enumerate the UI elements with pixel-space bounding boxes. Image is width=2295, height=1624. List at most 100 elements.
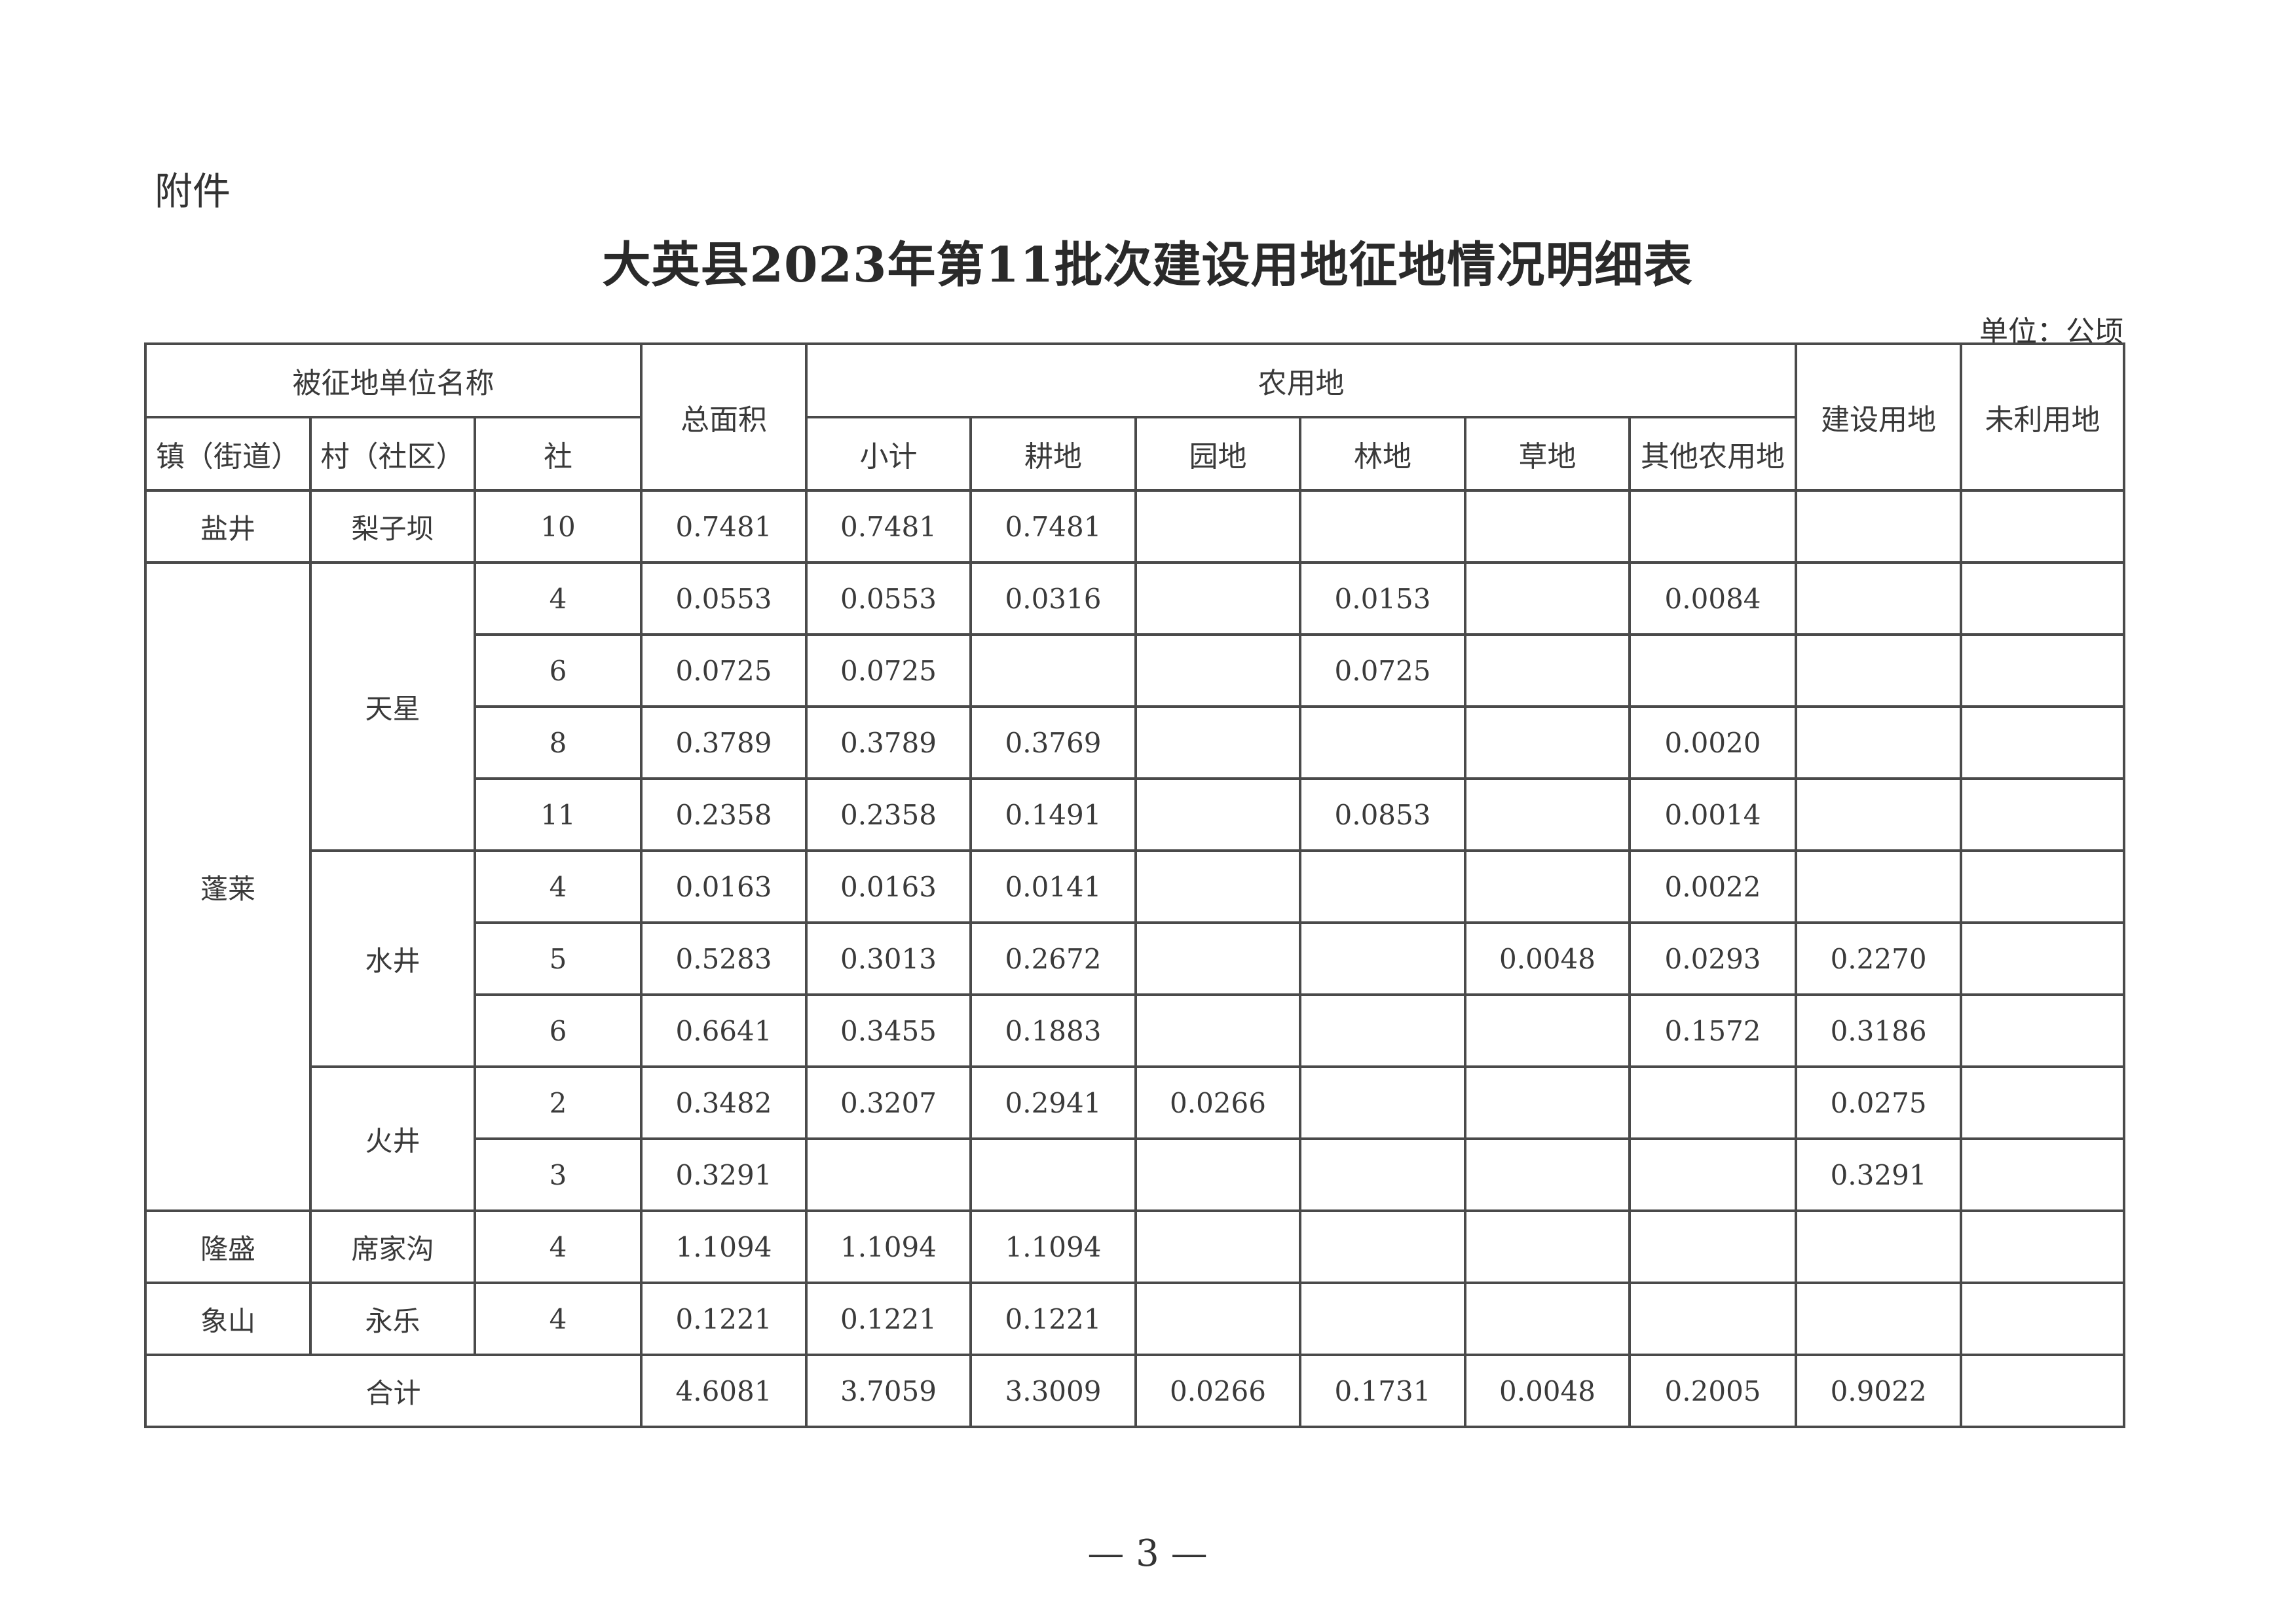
group-cell: 3 — [474, 1137, 643, 1212]
forest-cell — [1299, 1065, 1466, 1140]
subtotal-cell: 0.3789 — [805, 705, 972, 780]
construction-cell — [1795, 777, 1963, 852]
forest-cell: 0.0153 — [1299, 561, 1466, 636]
totals-label: 合计 — [144, 1354, 643, 1428]
garden-cell — [1134, 849, 1301, 924]
subtotal-cell: 0.7481 — [805, 489, 972, 564]
unused-cell — [1960, 993, 2126, 1068]
grass-cell — [1464, 1065, 1631, 1140]
garden-cell — [1134, 777, 1301, 852]
village-cell: 火井 — [309, 1065, 476, 1212]
forest-cell — [1299, 1137, 1466, 1212]
grass-cell — [1464, 561, 1631, 636]
garden-cell — [1134, 633, 1301, 708]
subtotal-cell: 0.1221 — [805, 1282, 972, 1356]
header-agri: 农用地 — [804, 342, 1798, 418]
unused-cell — [1960, 1137, 2126, 1212]
unused-cell — [1960, 633, 2126, 708]
unused-cell — [1960, 489, 2126, 564]
other-agri-cell — [1628, 1137, 1798, 1212]
total-cultivated-cell: 3.3009 — [969, 1354, 1137, 1428]
total-construction-cell: 0.9022 — [1795, 1354, 1963, 1428]
table-row: 8 0.3789 0.3789 0.3769 0.0020 — [145, 705, 2126, 780]
table-row: 11 0.2358 0.2358 0.1491 0.0853 0.0014 — [145, 777, 2126, 852]
total-cell: 0.7481 — [640, 489, 808, 564]
forest-cell — [1299, 489, 1466, 564]
total-cell: 0.0163 — [640, 849, 808, 924]
construction-cell — [1795, 1282, 1963, 1356]
construction-cell: 0.0275 — [1795, 1065, 1963, 1140]
grass-cell — [1464, 993, 1631, 1068]
header-grass: 草地 — [1464, 416, 1631, 492]
other-agri-cell — [1628, 1282, 1798, 1356]
village-cell: 梨子坝 — [309, 489, 476, 564]
table-row: 水井 4 0.0163 0.0163 0.0141 0.0022 — [145, 849, 2126, 1068]
header-subtotal: 小计 — [805, 416, 972, 492]
page-number: — 3 — — [1087, 1532, 1208, 1575]
subtotal-cell: 0.0725 — [805, 633, 972, 708]
other-agri-cell: 0.0022 — [1628, 849, 1798, 924]
cultivated-cell: 0.7481 — [969, 489, 1137, 564]
group-cell: 6 — [474, 993, 643, 1068]
unused-cell — [1960, 561, 2126, 636]
total-cell: 1.1094 — [640, 1209, 808, 1284]
header-construction: 建设用地 — [1795, 342, 1963, 492]
header-row-1: 被征地单位名称 总面积 农用地 建设用地 未利用地 — [144, 342, 2126, 492]
table-row: 隆盛 席家沟 4 1.1094 1.1094 1.1094 — [144, 1209, 2126, 1284]
construction-cell — [1795, 561, 1963, 636]
total-cell: 0.3291 — [640, 1137, 808, 1212]
group-cell: 4 — [474, 1282, 643, 1356]
unused-cell — [1960, 777, 2126, 852]
garden-cell — [1134, 1137, 1301, 1212]
total-cell: 0.0725 — [640, 633, 808, 708]
cultivated-cell: 0.0141 — [969, 849, 1137, 924]
subtotal-cell: 0.2358 — [805, 777, 972, 852]
garden-cell — [1134, 1282, 1301, 1356]
forest-cell — [1299, 1209, 1466, 1284]
subtotal-cell: 0.3207 — [805, 1065, 972, 1140]
town-cell: 盐井 — [144, 489, 312, 564]
town-cell: 蓬莱 — [144, 561, 312, 1212]
table-row: 火井 2 0.3482 0.3207 0.2941 0.0266 0.0275 — [145, 1065, 2126, 1212]
total-cell: 0.3482 — [640, 1065, 808, 1140]
total-garden-cell: 0.0266 — [1134, 1354, 1301, 1428]
unused-cell — [1960, 1282, 2126, 1356]
grass-cell: 0.0048 — [1464, 921, 1631, 996]
garden-cell — [1134, 1209, 1301, 1284]
subtotal-cell: 1.1094 — [805, 1209, 972, 1284]
group-cell: 4 — [474, 561, 643, 636]
unused-cell — [1960, 1209, 2126, 1284]
group-cell: 4 — [474, 849, 643, 924]
grass-cell — [1464, 705, 1631, 780]
other-agri-cell — [1628, 633, 1798, 708]
cultivated-cell — [969, 633, 1137, 708]
grass-cell — [1464, 1137, 1631, 1212]
total-other-agri-cell: 0.2005 — [1628, 1354, 1798, 1428]
attachment-label: 附件 — [155, 169, 231, 213]
subtotal-cell: 0.3455 — [805, 993, 972, 1068]
forest-cell: 0.0725 — [1299, 633, 1466, 708]
grass-cell — [1464, 1282, 1631, 1356]
other-agri-cell: 0.0293 — [1628, 921, 1798, 996]
header-total: 总面积 — [640, 342, 808, 492]
construction-cell — [1795, 1209, 1963, 1284]
other-agri-cell: 0.0014 — [1628, 777, 1798, 852]
construction-cell — [1795, 633, 1963, 708]
garden-cell — [1134, 489, 1301, 564]
grass-cell — [1464, 633, 1631, 708]
header-row-2: 镇（街道） 村（社区） 社 小计 耕地 园地 林地 草地 其他农用地 — [144, 416, 2124, 492]
garden-cell — [1134, 705, 1301, 780]
table-row: 6 0.0725 0.0725 0.0725 — [145, 633, 2126, 708]
other-agri-cell — [1628, 489, 1798, 564]
cultivated-cell: 0.1221 — [969, 1282, 1137, 1356]
header-town: 镇（街道） — [144, 416, 312, 492]
cultivated-cell: 0.1883 — [969, 993, 1137, 1068]
grass-cell — [1464, 1209, 1631, 1284]
forest-cell: 0.0853 — [1299, 777, 1466, 852]
total-subtotal-cell: 3.7059 — [805, 1354, 972, 1428]
total-cell: 0.6641 — [640, 993, 808, 1068]
total-cell: 0.0553 — [640, 561, 808, 636]
grass-cell — [1464, 777, 1631, 852]
garden-cell: 0.0266 — [1134, 1065, 1301, 1140]
forest-cell — [1299, 993, 1466, 1068]
